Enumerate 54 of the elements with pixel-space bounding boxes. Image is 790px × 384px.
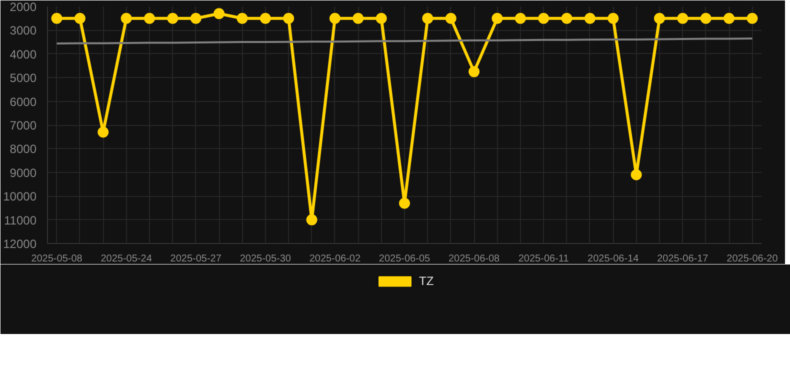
point xyxy=(283,12,294,24)
point xyxy=(120,12,132,24)
point xyxy=(214,8,225,20)
x-tick-label: 2025-06-08 xyxy=(448,254,500,264)
y-tick-label: 3000 xyxy=(10,24,37,38)
x-tick-label: 2025-05-08 xyxy=(31,254,83,264)
point xyxy=(630,169,642,180)
point xyxy=(329,12,340,24)
y-tick-label: 12000 xyxy=(3,237,37,251)
y-tick-label: 5000 xyxy=(10,71,37,86)
point xyxy=(584,12,596,24)
point xyxy=(306,214,318,226)
point xyxy=(98,126,109,138)
legend-label: TZ xyxy=(419,274,435,288)
y-tick-label: 2000 xyxy=(10,0,37,14)
y-tick-label: 8000 xyxy=(10,142,37,156)
point xyxy=(724,12,735,24)
point xyxy=(538,12,550,24)
x-tick-label: 2025-06-14 xyxy=(588,254,640,264)
point xyxy=(700,12,712,24)
point xyxy=(376,12,387,24)
point xyxy=(492,12,503,24)
x-tick-label: 2025-06-17 xyxy=(657,254,709,264)
point xyxy=(144,12,155,24)
point xyxy=(677,12,688,24)
y-tick-label: 9000 xyxy=(10,166,37,180)
point xyxy=(236,12,248,24)
point xyxy=(399,198,410,209)
point xyxy=(190,12,202,24)
point xyxy=(468,66,480,78)
x-tick-label: 2025-06-11 xyxy=(518,254,570,264)
point xyxy=(654,12,665,24)
x-tick-label: 2025-05-30 xyxy=(240,254,292,264)
point xyxy=(51,12,62,24)
point xyxy=(260,12,271,24)
y-tick-label: 10000 xyxy=(3,190,37,204)
x-tick-label: 2025-06-05 xyxy=(378,254,431,264)
y-tick-label: 11000 xyxy=(4,213,37,228)
y-tick-label: 7000 xyxy=(10,118,37,132)
x-tick-label: 2025-05-24 xyxy=(100,254,152,264)
y-tick-label: 4000 xyxy=(10,47,37,62)
point xyxy=(422,12,434,24)
y-tick-label: 6000 xyxy=(10,94,37,109)
point xyxy=(608,12,619,24)
x-tick-label: 2025-06-20 xyxy=(726,254,778,264)
point xyxy=(746,12,758,24)
point xyxy=(352,12,364,24)
point xyxy=(561,12,572,24)
x-tick-label: 2025-05-27 xyxy=(170,254,222,264)
point xyxy=(74,12,86,24)
point xyxy=(514,12,526,24)
point xyxy=(167,12,178,24)
point xyxy=(445,12,456,24)
x-tick-label: 2025-06-02 xyxy=(309,254,361,264)
